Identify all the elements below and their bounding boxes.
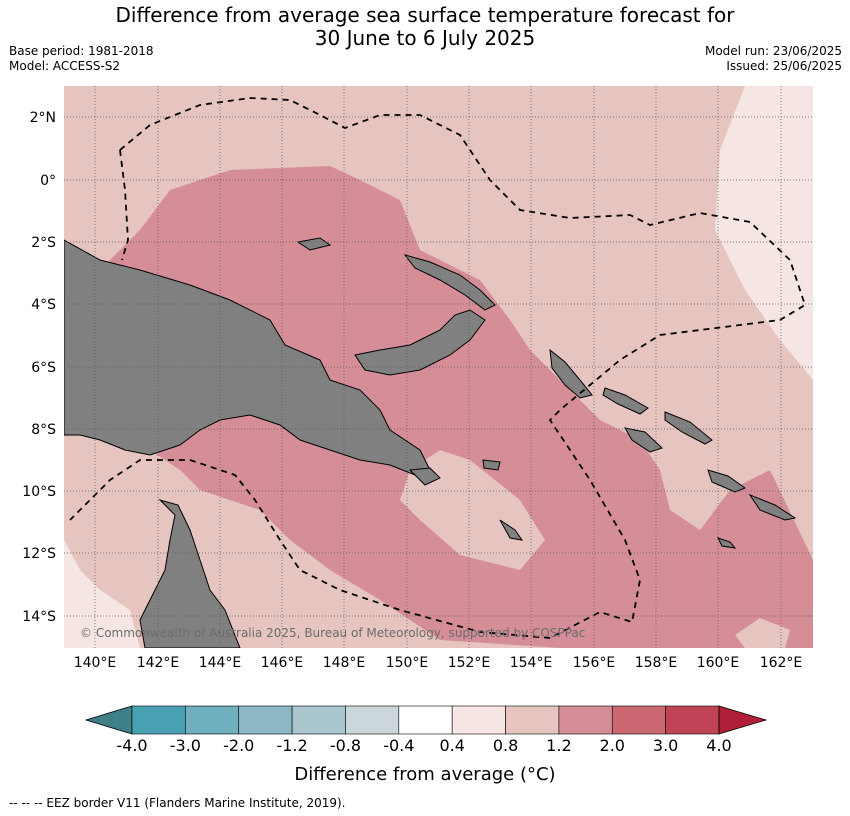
anomaly-region-1-2-2-0 (90, 166, 813, 648)
latitude-labels: 2°N 0° 2°S 4°S 6°S 8°S 10°S 12°S 14°S (22, 110, 56, 625)
solomon-island-4 (707, 469, 747, 493)
colorbar-tick-label: 0.8 (493, 736, 518, 755)
lat-label-2s: 2°S (31, 235, 56, 251)
solomon-island-5 (748, 493, 797, 521)
lon-label-146e: 146°E (261, 655, 304, 671)
louisiade-island (499, 519, 524, 541)
map-graticule (64, 86, 813, 648)
dentrecasteaux-island (408, 467, 441, 486)
colorbar-segment-1 (185, 705, 240, 735)
lon-label-148e: 148°E (323, 655, 366, 671)
colorbar-segment-4 (345, 705, 400, 735)
colorbar-segment-2 (238, 705, 293, 735)
map-title: Difference from average sea surface temp… (0, 4, 850, 50)
anomaly-region-southeast-0-8-1-2 (735, 618, 790, 648)
lon-label-158e: 158°E (635, 655, 678, 671)
lat-label-6s: 6°S (31, 360, 56, 376)
solomon-island-3 (664, 411, 713, 445)
colorbar-segment-9 (611, 705, 666, 735)
copyright-notice: © Commonwealth of Australia 2025, Bureau… (80, 626, 585, 640)
colorbar-title: Difference from average (°C) (294, 764, 555, 785)
colorbar-extend-min (84, 705, 133, 735)
new-guinea-landmass (64, 239, 431, 476)
lat-label-14s: 14°S (22, 609, 56, 625)
title-line-2: 30 June to 6 July 2025 (314, 26, 536, 50)
colorbar-segments (84, 705, 768, 735)
colorbar-tick-label: -3.0 (170, 736, 201, 755)
lon-label-144e: 144°E (199, 655, 242, 671)
colorbar-segment-6 (451, 705, 506, 735)
issued-date: Issued: 25/06/2025 (726, 59, 842, 73)
colorbar-tick-label: -2.0 (223, 736, 254, 755)
colorbar: -4.0 -3.0 -2.0 -1.2 -0.8 -0.4 0.4 0.8 1.2 2.0 3.0 4… (84, 705, 768, 785)
trobriand-island (482, 459, 501, 471)
manus-island (296, 237, 332, 251)
colorbar-segment-7 (505, 705, 560, 735)
lat-label-4s: 4°S (31, 297, 56, 313)
colorbar-tick-label: -4.0 (116, 736, 147, 755)
lon-label-162e: 162°E (760, 655, 803, 671)
anomaly-region-southwest-0-4-0-8 (64, 540, 140, 648)
new-britain-island (354, 309, 486, 376)
lon-label-142e: 142°E (137, 655, 180, 671)
base-period: Base period: 1981-2018 (9, 44, 154, 58)
colorbar-tick-label: 1.2 (546, 736, 571, 755)
metadata-right: Model run: 23/06/2025 Issued: 25/06/2025 (705, 44, 842, 74)
model-run: Model run: 23/06/2025 (704, 44, 842, 58)
colorbar-tick-label: -0.4 (383, 736, 414, 755)
colorbar-tick-label: 2.0 (600, 736, 625, 755)
anomaly-region-east-0-4-0-8 (715, 86, 813, 380)
colorbar-segment-8 (558, 705, 613, 735)
solomon-island-1 (602, 387, 649, 415)
rennell-island (717, 537, 737, 549)
lat-label-8s: 8°S (31, 422, 56, 438)
colorbar-tick-label: -1.2 (276, 736, 307, 755)
lat-label-2n: 2°N (30, 110, 56, 126)
lon-label-154e: 154°E (510, 655, 553, 671)
model-name: Model: ACCESS-S2 (9, 59, 121, 73)
cape-york-landmass (139, 499, 241, 648)
colorbar-tick-labels: -4.0 -3.0 -2.0 -1.2 -0.8 -0.4 0.4 0.8 1.2 2.0 3.0 4… (116, 736, 731, 755)
lon-label-152e: 152°E (448, 655, 491, 671)
lon-label-160e: 160°E (697, 655, 740, 671)
bougainville-island (549, 348, 593, 399)
colorbar-segment-3 (291, 705, 346, 735)
lat-label-0: 0° (40, 173, 56, 189)
colorbar-segment-0 (131, 705, 186, 735)
lat-label-10s: 10°S (22, 484, 56, 500)
title-line-1: Difference from average sea surface temp… (115, 3, 735, 27)
lon-label-156e: 156°E (573, 655, 616, 671)
eez-border-west (119, 149, 129, 261)
lon-label-150e: 150°E (386, 655, 429, 671)
eez-border (69, 97, 807, 639)
colorbar-segment-5 (398, 705, 453, 735)
colorbar-segment-10 (665, 705, 720, 735)
eez-legend-footer: -- -- -- EEZ border V11 (Flanders Marine… (9, 796, 346, 810)
longitude-labels: 140°E 142°E 144°E 146°E 148°E 150°E 152°… (74, 655, 803, 671)
metadata-left: Base period: 1981-2018 Model: ACCESS-S2 (9, 44, 154, 74)
colorbar-extend-max (718, 705, 768, 735)
lat-label-12s: 12°S (22, 546, 56, 562)
colorbar-tick-label: 4.0 (706, 736, 731, 755)
colorbar-tick-label: 3.0 (653, 736, 678, 755)
new-ireland-island (403, 254, 496, 311)
colorbar-tick-label: -0.8 (330, 736, 361, 755)
colorbar-tick-label: 0.4 (439, 736, 464, 755)
lon-label-140e: 140°E (74, 655, 117, 671)
